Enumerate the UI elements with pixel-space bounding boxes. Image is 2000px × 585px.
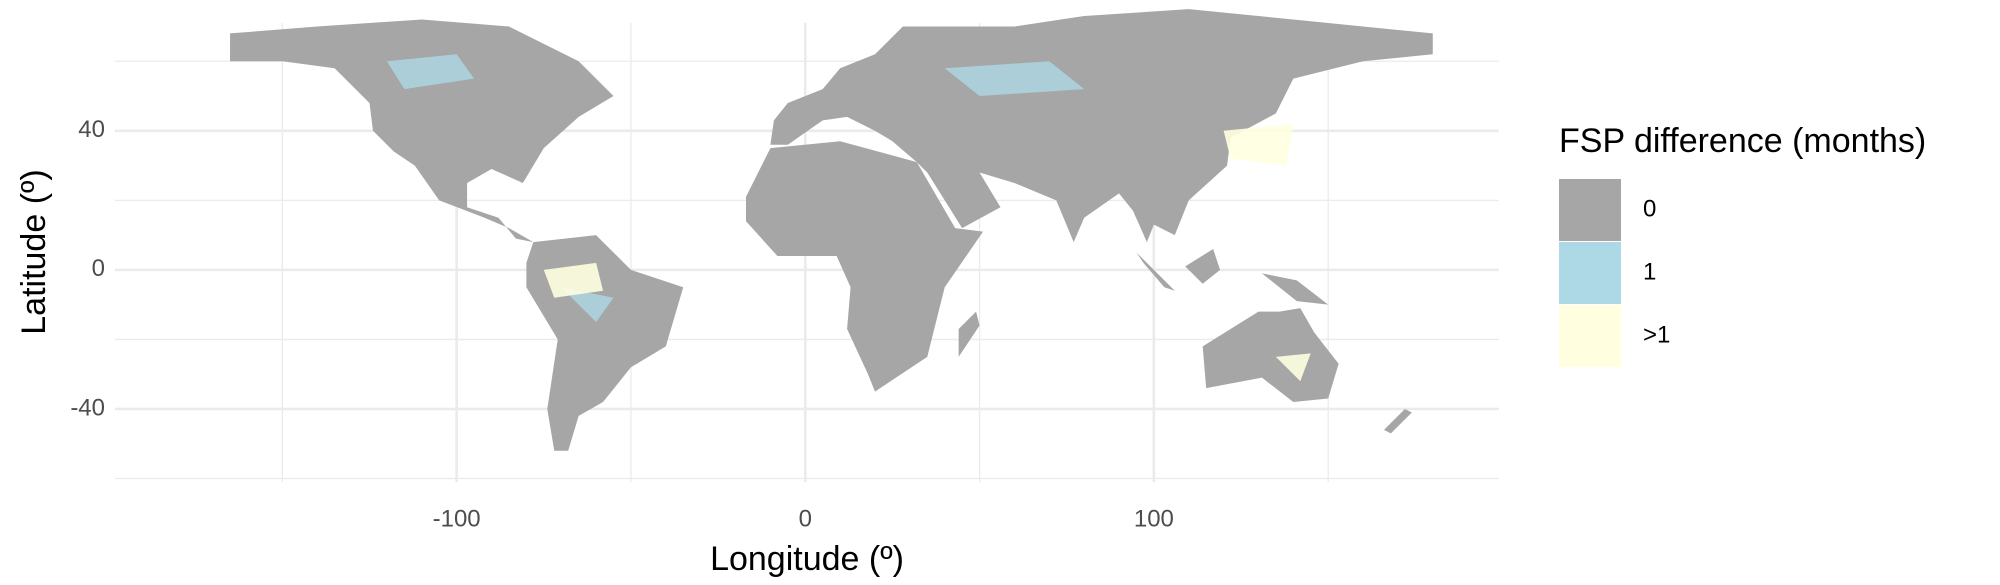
y-tick-label: -40 [70, 394, 105, 421]
new-guinea [1261, 273, 1329, 305]
north-america [230, 19, 614, 243]
new-zealand [1383, 408, 1412, 434]
legend-title: FSP difference (months) [1559, 122, 1926, 160]
legend-label: >1 [1643, 321, 1670, 348]
y-tick-label: 40 [78, 116, 105, 143]
legend-label: 1 [1643, 258, 1656, 285]
legend-label: 0 [1643, 195, 1656, 222]
land [230, 9, 1433, 451]
x-tick-label: 100 [1134, 505, 1174, 532]
legend-swatch [1559, 305, 1621, 367]
speckle-1 [386, 54, 1085, 323]
legend-swatch [1559, 242, 1621, 304]
x-tick-label: -100 [433, 505, 481, 532]
y-tick-label: 0 [92, 255, 105, 282]
axes: -100 0 100 -40 0 40 0 1 >1 [70, 116, 1670, 532]
africa [745, 141, 984, 392]
borneo [1185, 249, 1221, 284]
speckle-2 [543, 123, 1311, 382]
sumatra [1136, 252, 1175, 291]
eurasia [770, 9, 1433, 243]
south-america [526, 235, 684, 451]
x-axis-label: Longitude (º) [710, 540, 904, 578]
x-tick-label: 0 [799, 505, 812, 532]
y-axis-label: Latitude (º) [15, 169, 53, 335]
legend-swatch [1559, 179, 1621, 241]
madagascar [958, 311, 980, 357]
australia [1202, 308, 1339, 403]
